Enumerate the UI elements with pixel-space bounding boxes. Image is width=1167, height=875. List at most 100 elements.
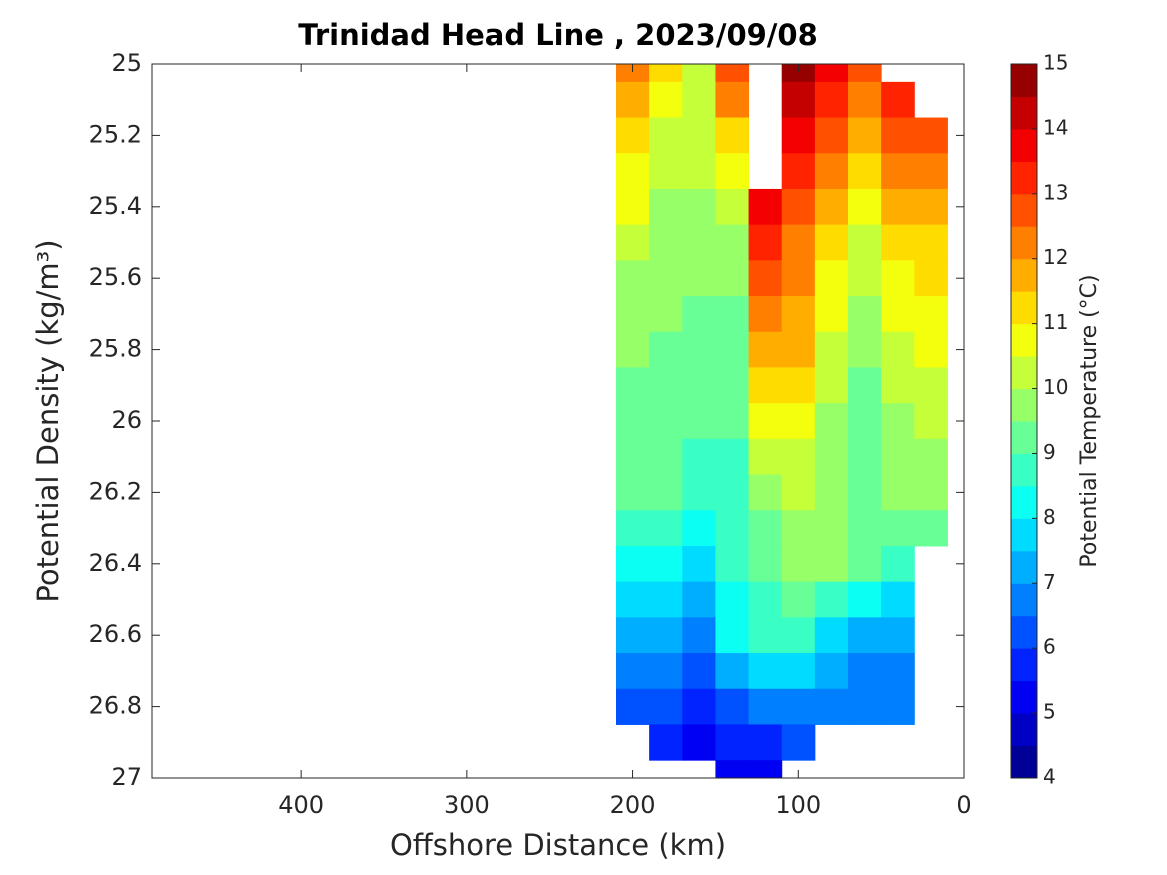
colorbar-band	[1011, 258, 1037, 292]
contour-cell	[715, 760, 750, 778]
colorbar-tick-label: 14	[1043, 115, 1068, 139]
contour-cell	[682, 724, 716, 761]
colorbar-band	[1011, 388, 1037, 422]
contour-cell	[748, 724, 783, 761]
contour-cell	[748, 474, 783, 511]
contour-cell	[848, 153, 882, 190]
contour-cell	[848, 260, 882, 297]
contour-cell	[848, 81, 882, 119]
colorbar-tick-label: 13	[1043, 180, 1068, 204]
y-axis-label: Potential Density (kg/m³)	[31, 239, 65, 602]
contour-cell	[682, 474, 716, 511]
contour-cell	[715, 474, 750, 511]
contour-cell	[814, 296, 849, 333]
contour-cell	[814, 367, 849, 404]
contour-cell	[715, 188, 750, 226]
contour-cell	[781, 117, 816, 154]
contour-cell	[748, 653, 783, 690]
contour-cell	[682, 296, 716, 333]
contour-cell	[914, 153, 948, 190]
contour-cell	[616, 438, 650, 476]
contour-cell	[881, 224, 915, 261]
contour-cell	[848, 617, 882, 654]
contour-cell	[781, 260, 816, 297]
contour-cell	[881, 653, 915, 690]
contour-cell	[781, 688, 816, 725]
contour-cell	[781, 153, 816, 190]
contour-cell	[715, 438, 750, 476]
x-axis-label: Offshore Distance (km)	[390, 828, 726, 862]
colorbar-box	[1010, 63, 1038, 779]
contour-cell	[881, 188, 915, 226]
contour-cell	[616, 81, 650, 119]
y-tick-label: 25.4	[89, 192, 142, 220]
contour-cell	[649, 260, 683, 297]
contour-cell	[649, 474, 683, 511]
contour-cell	[814, 438, 849, 476]
contour-cell	[881, 688, 915, 725]
contour-cell	[682, 653, 716, 690]
colorbar-tick-label: 8	[1043, 505, 1056, 529]
contour-cell	[848, 545, 882, 583]
contour-cell	[616, 510, 650, 547]
y-tick-label: 27	[111, 763, 142, 791]
contour-cell	[616, 296, 650, 333]
colorbar-tick-label: 5	[1043, 700, 1056, 724]
y-tick-label: 26.6	[89, 620, 142, 648]
colorbar-band	[1011, 518, 1037, 552]
contour-cell	[616, 367, 650, 404]
contour-cell	[682, 617, 716, 654]
contour-cell	[715, 367, 750, 404]
colorbar-band	[1011, 193, 1037, 227]
colorbar-band	[1011, 745, 1037, 779]
y-tick-label: 26.8	[89, 692, 142, 720]
contour-cell	[682, 153, 716, 190]
contour-cell	[715, 688, 750, 725]
colorbar-label: Potential Temperature (°C)	[1077, 274, 1102, 567]
colorbar-tick-label: 6	[1043, 635, 1056, 659]
contour-cell	[814, 403, 849, 440]
contour-cell	[649, 617, 683, 654]
colorbar-band	[1011, 550, 1037, 584]
contour-cell	[682, 545, 716, 583]
contour-cell	[881, 260, 915, 297]
contour-cell	[881, 117, 915, 154]
x-tick-label: 100	[775, 791, 821, 819]
contour-cell	[848, 331, 882, 368]
contour-cell	[881, 545, 915, 583]
contour-cell	[914, 438, 948, 476]
contour-cell	[881, 581, 915, 618]
contour-cell	[649, 153, 683, 190]
colorbar-tick-label: 7	[1043, 570, 1056, 594]
colorbar-band	[1011, 291, 1037, 325]
contour-cell	[748, 296, 783, 333]
colorbar-band	[1011, 680, 1037, 714]
contour-cell	[814, 545, 849, 583]
contour-cell	[748, 760, 783, 778]
y-tick-label: 26	[111, 406, 142, 434]
contour-cell	[781, 545, 816, 583]
contour-cell	[748, 617, 783, 654]
colorbar-band	[1011, 713, 1037, 747]
contour-cell	[715, 81, 750, 119]
contour-cell	[781, 296, 816, 333]
x-tick-label: 0	[956, 791, 971, 819]
contour-cell	[649, 581, 683, 618]
contour-cell	[715, 581, 750, 618]
colorbar-band	[1011, 485, 1037, 519]
contour-cell	[848, 653, 882, 690]
contour-cell	[781, 188, 816, 226]
contour-cell	[682, 367, 716, 404]
colorbar-band	[1011, 323, 1037, 357]
contour-cell	[881, 510, 915, 547]
contour-cell	[682, 688, 716, 725]
contour-cell	[649, 117, 683, 154]
contour-cell	[649, 331, 683, 368]
contour-cell	[682, 260, 716, 297]
contour-cell	[616, 331, 650, 368]
contour-cell	[682, 188, 716, 226]
contour-cell	[682, 81, 716, 119]
contour-cell	[616, 403, 650, 440]
contour-cell	[881, 367, 915, 404]
contour-cell	[649, 367, 683, 404]
